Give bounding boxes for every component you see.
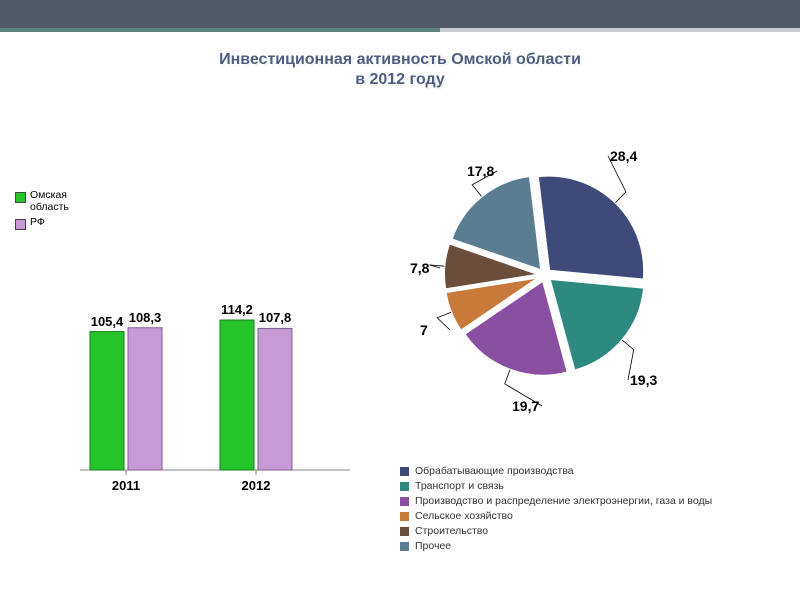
- legend-label: Прочее: [415, 540, 451, 552]
- legend-swatch: [400, 482, 409, 491]
- pie-legend-item: Производство и распределение электроэнер…: [400, 495, 712, 507]
- pie-legend-item: Сельское хозяйство: [400, 510, 712, 522]
- pie-value-label: 28,4: [610, 148, 637, 164]
- legend-label: Сельское хозяйство: [415, 510, 513, 522]
- pie-chart-legend: Обрабатывающие производства Транспорт и с…: [400, 465, 712, 555]
- legend-swatch: [400, 542, 409, 551]
- pie-value-label: 7,8: [410, 260, 429, 276]
- legend-label: Обрабатывающие производства: [415, 465, 574, 477]
- legend-swatch: [400, 527, 409, 536]
- legend-label: Транспорт и связь: [415, 480, 504, 492]
- pie-slice: [538, 176, 644, 280]
- pie-leader-line: [437, 312, 451, 330]
- pie-legend-item: Строительство: [400, 525, 712, 537]
- pie-value-label: 19,7: [512, 398, 539, 414]
- legend-swatch: [400, 467, 409, 476]
- pie-legend-item: Транспорт и связь: [400, 480, 712, 492]
- legend-label: Производство и распределение электроэнер…: [415, 495, 712, 507]
- pie-leader-line: [429, 265, 444, 268]
- pie-legend-item: Прочее: [400, 540, 712, 552]
- pie-legend-item: Обрабатывающие производства: [400, 465, 712, 477]
- pie-value-label: 17,8: [467, 163, 494, 179]
- legend-label: Строительство: [415, 525, 488, 537]
- pie-value-label: 7: [420, 322, 428, 338]
- legend-swatch: [400, 497, 409, 506]
- legend-swatch: [400, 512, 409, 521]
- pie-value-label: 19,3: [630, 372, 657, 388]
